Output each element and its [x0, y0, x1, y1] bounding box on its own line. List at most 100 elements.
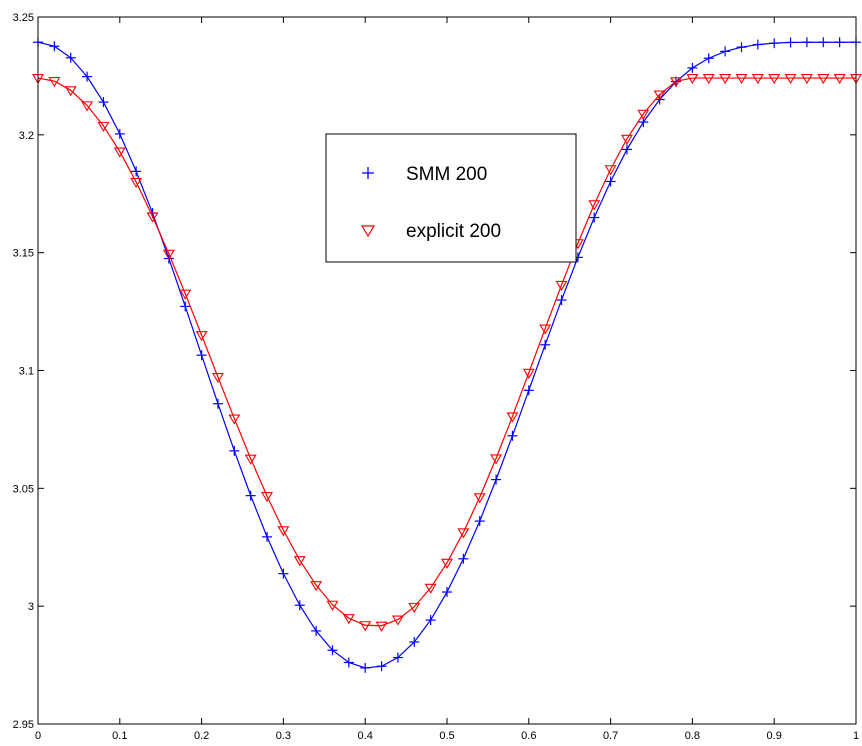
data-point-triangle — [326, 600, 339, 611]
data-point-triangle — [113, 147, 126, 158]
x-tick-label: 0.1 — [112, 730, 127, 742]
data-point-triangle — [833, 73, 846, 85]
data-point-plus — [65, 52, 76, 63]
data-point-triangle — [64, 86, 77, 97]
data-point-plus — [245, 490, 256, 501]
data-point-plus — [180, 301, 191, 312]
data-point-plus — [98, 97, 109, 108]
data-point-triangle — [604, 165, 617, 176]
data-point-plus — [262, 531, 273, 542]
y-tick-label: 3.05 — [13, 483, 34, 495]
data-point-triangle — [48, 77, 61, 88]
data-point-triangle — [244, 454, 257, 465]
data-point-plus — [474, 516, 485, 527]
data-point-triangle — [375, 621, 388, 632]
x-tick-label: 0.7 — [603, 730, 618, 742]
data-point-triangle — [555, 280, 568, 292]
legend-label: SMM 200 — [406, 164, 487, 185]
data-point-plus — [229, 445, 240, 456]
data-point-triangle — [261, 492, 274, 503]
y-tick-label: 3.25 — [13, 12, 34, 24]
x-tick-label: 0.4 — [358, 730, 373, 742]
data-point-triangle — [81, 101, 94, 112]
data-point-plus — [801, 37, 812, 48]
data-point-plus — [196, 350, 207, 361]
y-tick-label: 3.15 — [13, 248, 34, 260]
x-tick-label: 0.5 — [439, 730, 454, 742]
data-point-triangle — [424, 583, 437, 594]
data-point-plus — [621, 144, 632, 155]
x-tick-label: 0.8 — [685, 730, 700, 742]
data-point-triangle — [97, 121, 110, 132]
legend: SMM 200 explicit 200 — [325, 133, 577, 263]
data-point-triangle — [179, 289, 192, 300]
data-point-plus — [343, 657, 354, 668]
legend-item: SMM 200 — [362, 164, 487, 185]
data-point-triangle — [784, 73, 797, 85]
data-point-plus — [425, 615, 436, 626]
y-tick-label: 3.1 — [19, 366, 34, 378]
data-point-plus — [409, 636, 420, 647]
data-point-plus — [605, 176, 616, 187]
data-point-plus — [589, 212, 600, 223]
data-point-plus — [82, 71, 93, 82]
data-point-triangle — [637, 109, 650, 120]
data-point-triangle — [441, 558, 453, 569]
data-point-triangle — [211, 373, 224, 384]
data-point-triangle — [162, 249, 175, 260]
data-point-plus — [360, 662, 371, 673]
data-point-triangle — [146, 212, 159, 223]
legend-item: explicit 200 — [360, 221, 501, 242]
data-point-plus — [507, 430, 518, 441]
data-point-triangle — [473, 493, 486, 504]
data-point-plus — [540, 339, 551, 350]
legend-marker-triangle — [360, 225, 376, 238]
y-tick-label: 3.2 — [19, 130, 34, 142]
data-point-plus — [785, 37, 796, 48]
data-point-triangle — [293, 556, 306, 567]
data-point-plus — [687, 62, 698, 73]
data-point-plus — [769, 38, 780, 49]
data-point-triangle — [686, 73, 699, 85]
data-point-triangle — [751, 73, 764, 85]
data-point-plus — [131, 166, 142, 177]
series-smm-200 — [33, 37, 861, 673]
data-point-plus — [818, 37, 829, 48]
data-point-triangle — [653, 90, 666, 101]
data-point-plus — [212, 398, 223, 409]
data-point-plus — [556, 295, 567, 306]
data-point-plus — [392, 652, 403, 663]
y-tick-label: 2.95 — [13, 719, 34, 731]
data-point-triangle — [277, 526, 290, 537]
data-point-triangle — [506, 412, 519, 423]
data-point-triangle — [359, 621, 372, 632]
x-tick-label: 0 — [35, 730, 41, 742]
x-tick-label: 0.9 — [767, 730, 782, 742]
data-point-triangle — [620, 134, 633, 145]
data-point-triangle — [130, 177, 143, 189]
x-tick-label: 0.3 — [276, 730, 291, 742]
data-point-plus — [49, 41, 60, 52]
axes-layer: 0 0.1 0.2 0.3 0.4 0.5 0.6 0.7 0.8 0.9 1 2.95 3 3.05 3.… — [13, 12, 859, 742]
x-tick-label: 0.2 — [194, 730, 209, 742]
x-tick-label: 0.6 — [521, 730, 536, 742]
data-point-triangle — [228, 414, 241, 425]
data-point-plus — [376, 661, 387, 672]
data-point-plus — [752, 39, 763, 50]
series-line — [37, 77, 856, 627]
legend-marker-plus — [362, 167, 374, 179]
data-point-triangle — [768, 73, 781, 85]
legend-box — [325, 133, 577, 263]
data-point-triangle — [800, 73, 813, 85]
plot-background — [38, 17, 856, 724]
data-point-plus — [834, 37, 845, 48]
data-point-triangle — [408, 602, 421, 613]
data-point-plus — [278, 568, 289, 579]
data-point-triangle — [391, 615, 404, 626]
data-point-triangle — [310, 581, 323, 592]
data-point-triangle — [719, 73, 732, 85]
data-point-plus — [327, 645, 338, 656]
data-point-triangle — [735, 73, 748, 85]
legend-label: explicit 200 — [406, 221, 501, 242]
